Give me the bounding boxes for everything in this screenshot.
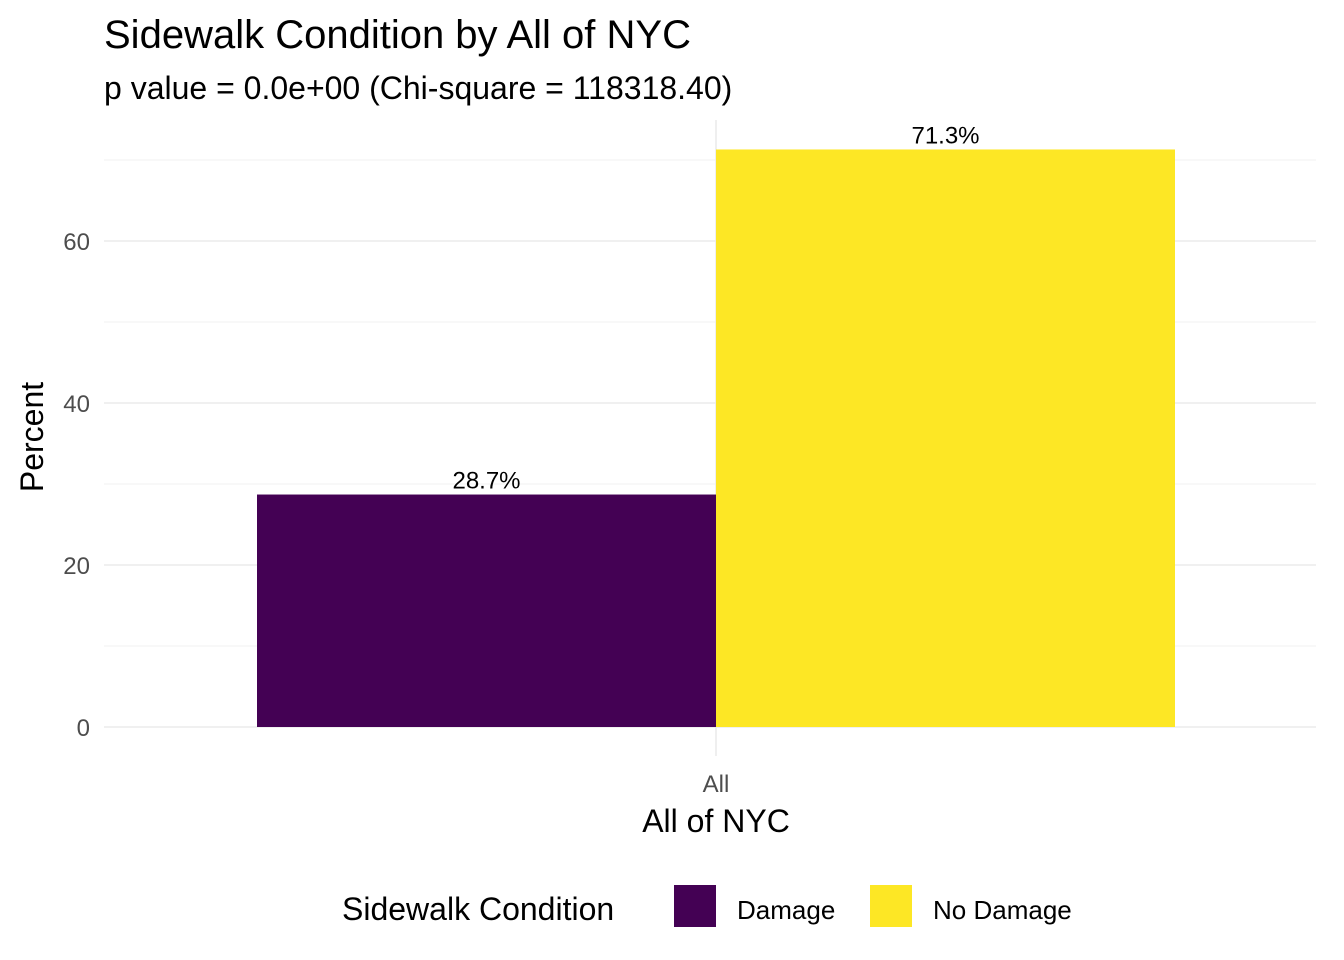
- y-tick-label: 40: [63, 391, 90, 418]
- data-labels-layer: 28.7% 71.3%: [452, 122, 979, 494]
- y-tick-label: 60: [63, 229, 90, 256]
- data-label-no-damage: 71.3%: [911, 122, 979, 149]
- legend-key-no-damage: [870, 885, 912, 927]
- legend-key-damage: [674, 885, 716, 927]
- bars-layer: [257, 149, 1175, 728]
- data-label-damage: 28.7%: [452, 468, 520, 495]
- y-tick-label: 0: [77, 715, 90, 742]
- legend-label-no-damage: No Damage: [933, 895, 1072, 925]
- tick-labels-layer: 0 20 40 60 All: [63, 229, 729, 798]
- bar-damage: [257, 494, 716, 727]
- bar-no-damage: [716, 149, 1175, 728]
- chart-title: Sidewalk Condition by All of NYC: [104, 13, 691, 57]
- x-axis-title: All of NYC: [642, 803, 790, 839]
- y-tick-label: 20: [63, 553, 90, 580]
- legend: Sidewalk Condition Damage No Damage: [342, 885, 1072, 927]
- legend-label-damage: Damage: [737, 895, 835, 925]
- chart-subtitle: p value = 0.0e+00 (Chi-square = 118318.4…: [104, 70, 732, 106]
- legend-title: Sidewalk Condition: [342, 891, 614, 927]
- y-axis-title: Percent: [14, 382, 50, 492]
- x-tick-label: All: [703, 771, 730, 798]
